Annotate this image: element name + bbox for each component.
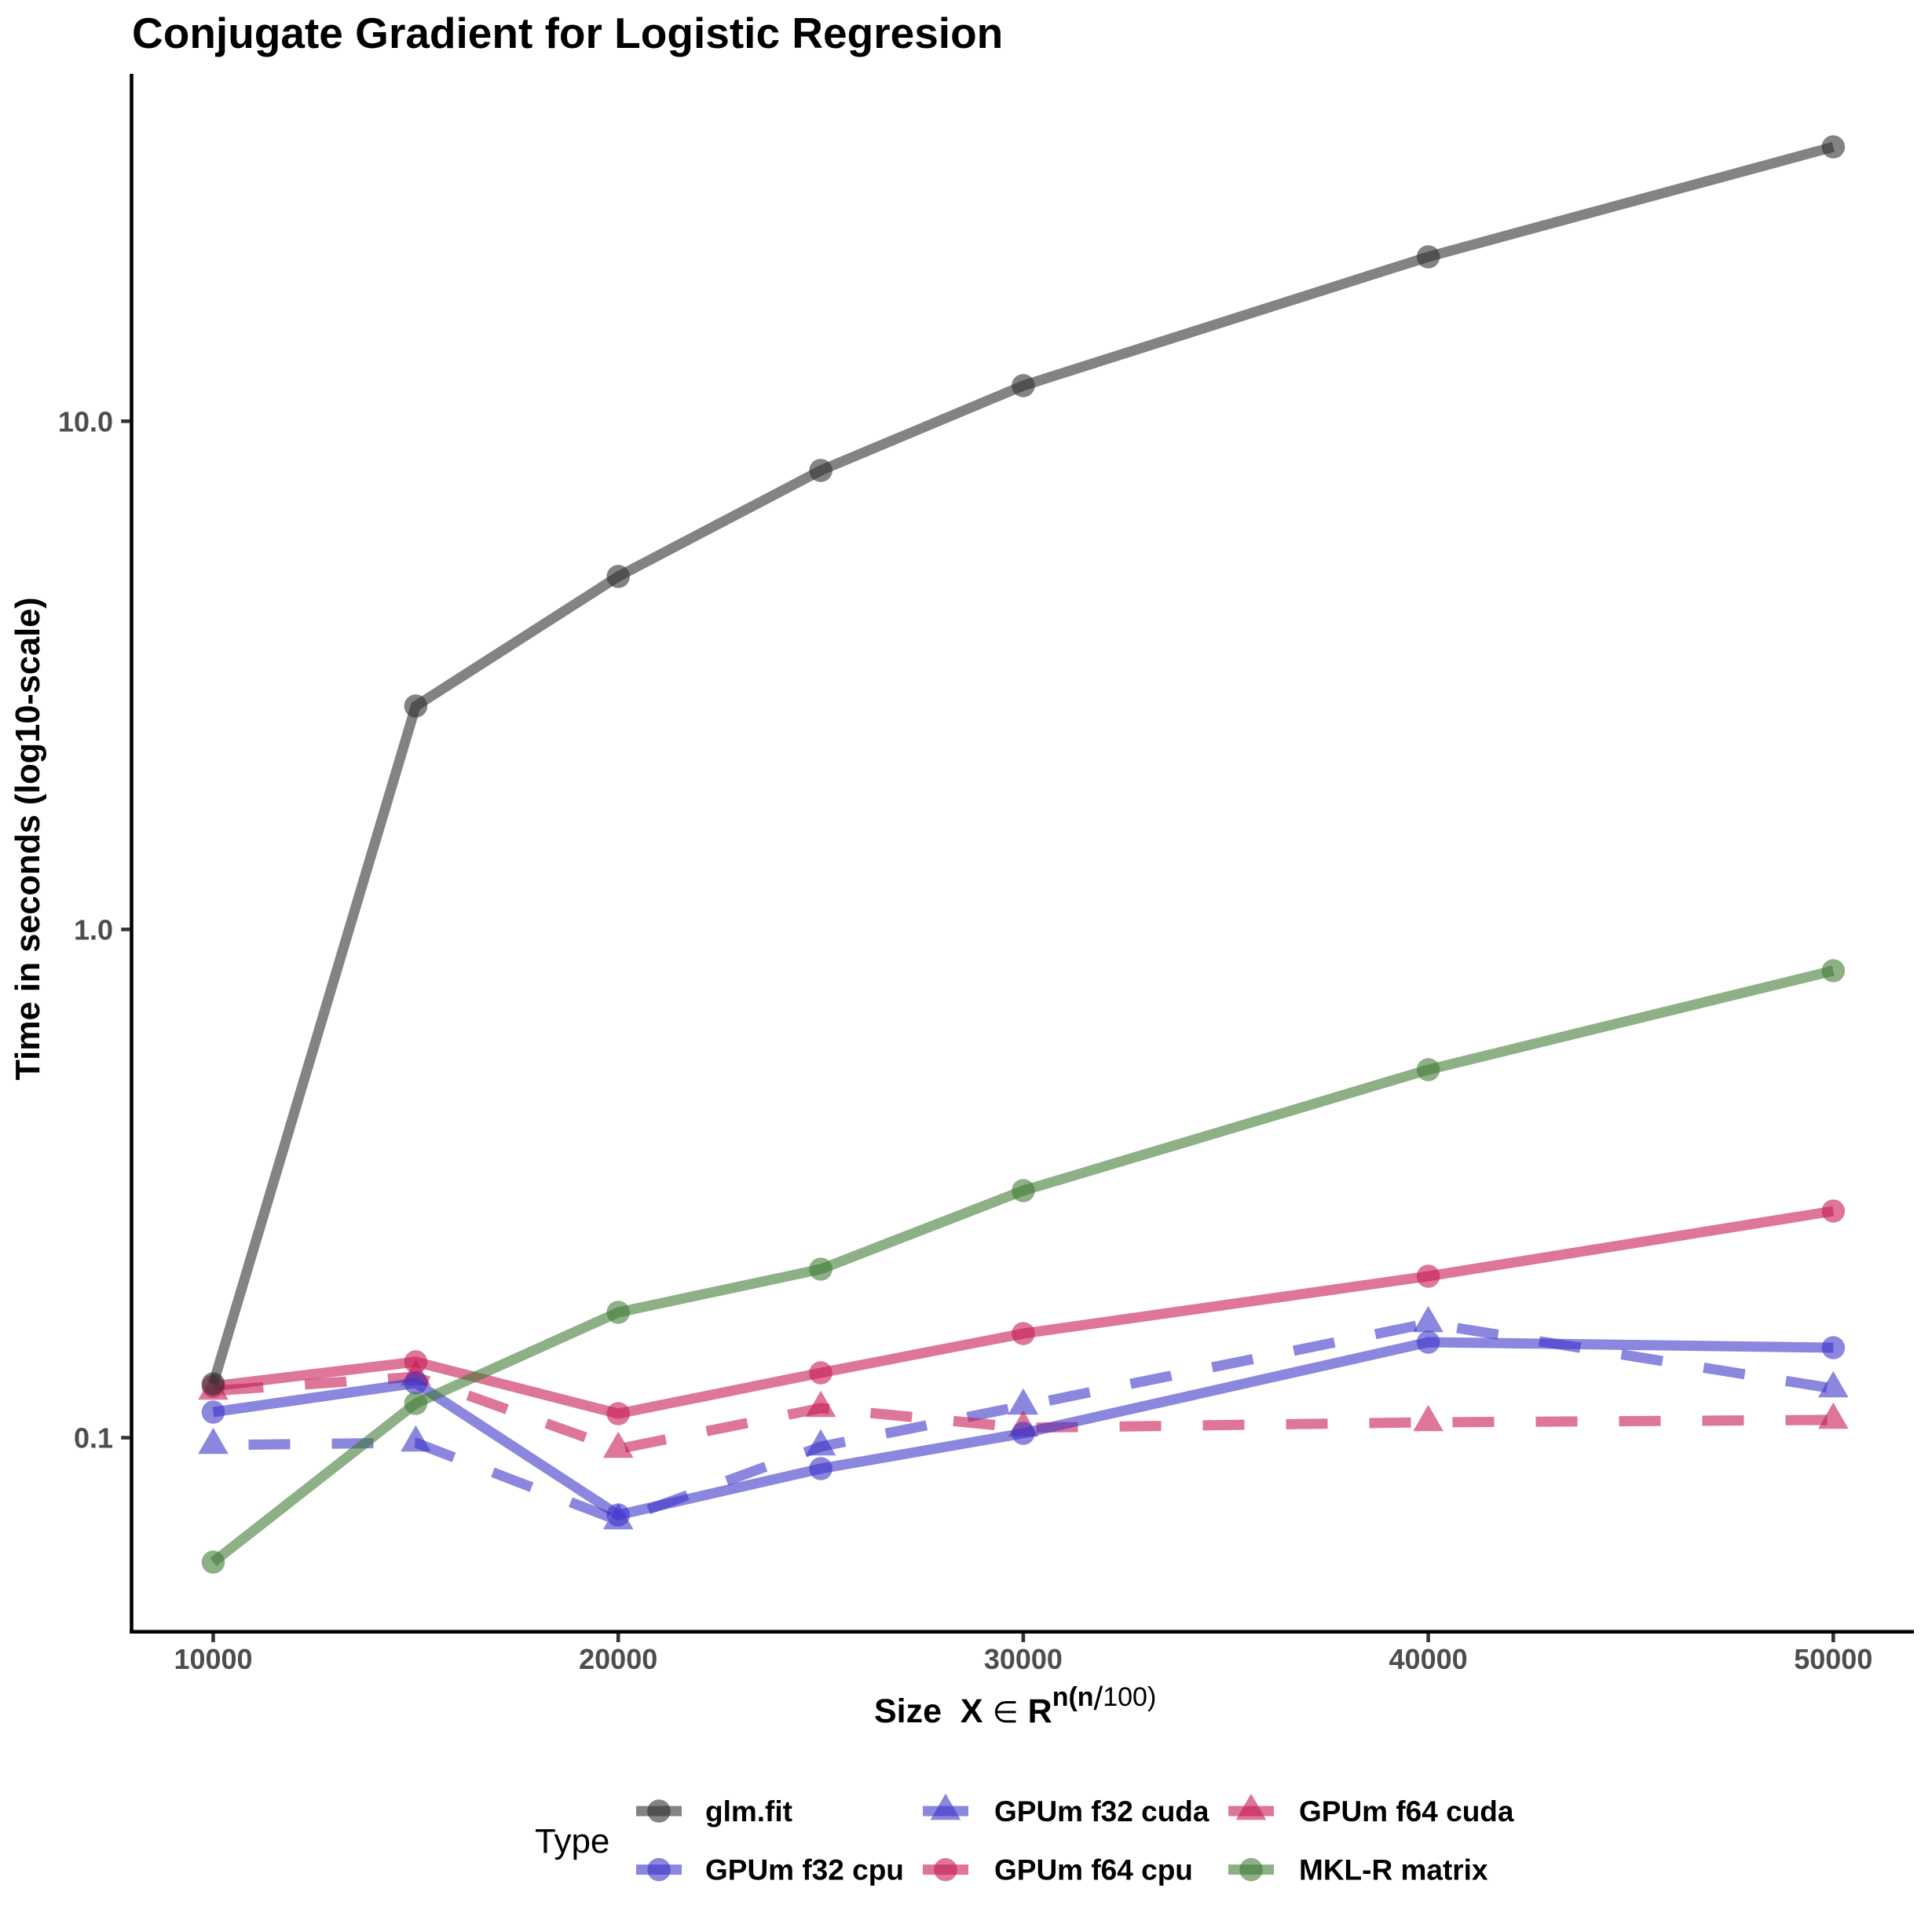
svg-text:50000: 50000: [1794, 1643, 1872, 1675]
svg-text:10.0: 10.0: [58, 405, 113, 437]
svg-text:GPUm f32 cuda: GPUm f32 cuda: [994, 1795, 1209, 1828]
svg-text:0.1: 0.1: [74, 1422, 113, 1454]
svg-text:20000: 20000: [579, 1643, 657, 1675]
svg-text:MKL-R matrix: MKL-R matrix: [1299, 1854, 1488, 1886]
svg-text:1.0: 1.0: [74, 913, 113, 946]
svg-text:GPUm f32 cpu: GPUm f32 cpu: [705, 1854, 904, 1886]
svg-text:GPUm f64 cuda: GPUm f64 cuda: [1299, 1795, 1514, 1828]
svg-text:Conjugate Gradient for Logisti: Conjugate Gradient for Logistic Regresio…: [132, 9, 1003, 57]
svg-text:glm.fit: glm.fit: [705, 1795, 792, 1828]
svg-text:Time in seconds (log10-scale): Time in seconds (log10-scale): [9, 597, 47, 1080]
svg-text:10000: 10000: [174, 1643, 252, 1675]
svg-text:30000: 30000: [984, 1643, 1063, 1675]
svg-text:GPUm f64 cpu: GPUm f64 cpu: [994, 1854, 1193, 1886]
svg-text:40000: 40000: [1389, 1643, 1468, 1675]
svg-text:Type: Type: [535, 1822, 609, 1861]
